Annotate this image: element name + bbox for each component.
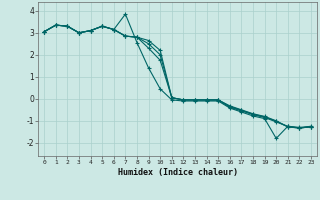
- X-axis label: Humidex (Indice chaleur): Humidex (Indice chaleur): [118, 168, 238, 177]
